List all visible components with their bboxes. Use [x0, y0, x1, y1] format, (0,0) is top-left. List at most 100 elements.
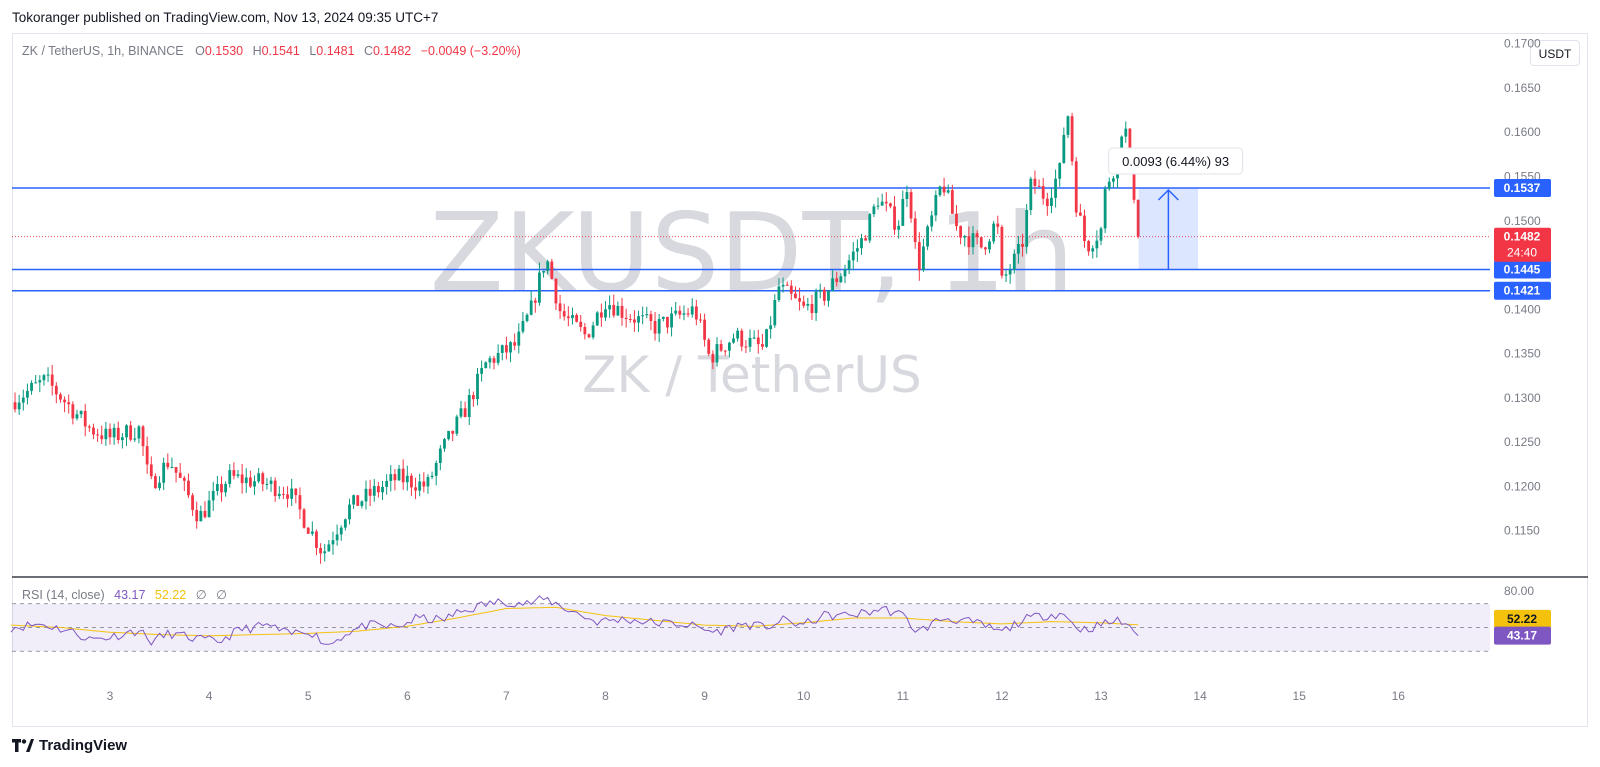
candle-body	[822, 289, 826, 301]
candle-body	[889, 203, 892, 207]
price-tick-label: 0.1350	[1504, 347, 1541, 361]
time-tick-label: 7	[503, 689, 510, 703]
candle-body	[897, 225, 901, 230]
candle-body	[455, 416, 459, 434]
candle-body	[550, 261, 554, 279]
candle-body	[327, 544, 331, 552]
currency-button[interactable]: USDT	[1530, 40, 1580, 66]
change-value: −0.0049 (−3.20%)	[420, 44, 521, 58]
candle-body	[831, 278, 835, 291]
rsi-ma-tag-bg	[1494, 609, 1551, 628]
candle-body	[129, 425, 133, 440]
candle-body	[298, 495, 302, 510]
candle-body	[950, 190, 954, 214]
level-price-tag-bg	[1494, 260, 1551, 279]
candle-body	[182, 477, 186, 481]
candle-body	[50, 374, 54, 386]
candle-body	[1083, 215, 1086, 242]
candle-body	[855, 248, 859, 252]
candle-body	[616, 305, 620, 316]
time-tick-label: 10	[797, 689, 811, 703]
symbol-title[interactable]: ZK / TetherUS, 1h, BINANCE	[22, 44, 184, 58]
tradingview-logo[interactable]: TradingView	[12, 737, 127, 754]
rsi-title[interactable]: RSI (14, close)	[22, 588, 105, 602]
candle-body	[145, 446, 149, 465]
candle-body	[546, 261, 550, 271]
low-label: L	[309, 44, 317, 58]
candle-body	[71, 404, 75, 419]
time-tick-label: 8	[602, 689, 609, 703]
candle-body	[438, 448, 442, 463]
candle-body	[905, 192, 909, 200]
candle-body	[261, 473, 265, 485]
candle-body	[583, 326, 587, 335]
candle-body	[818, 289, 822, 292]
candle-body	[752, 337, 756, 339]
candle-body	[505, 345, 508, 353]
candle-body	[789, 285, 793, 294]
candle-body	[599, 312, 603, 318]
candle-body	[967, 236, 971, 248]
candle-body	[42, 375, 46, 381]
candle-body	[529, 300, 533, 315]
candle-body	[422, 481, 426, 487]
candle-body	[769, 325, 773, 330]
candle-body	[397, 468, 401, 481]
candle-body	[1066, 116, 1070, 135]
time-tick-label: 14	[1193, 689, 1207, 703]
candle-body	[244, 477, 248, 484]
watermark-main: ZKUSDT, 1h	[430, 191, 1074, 316]
candle-body	[141, 426, 145, 447]
candle-body	[620, 305, 624, 318]
candle-body	[794, 293, 797, 299]
candle-body	[917, 242, 921, 271]
watermark: ZKUSDT, 1h ZK / TetherUS	[430, 191, 1074, 404]
chart-frame	[12, 33, 1588, 727]
candle-body	[649, 314, 653, 322]
high-label: H	[252, 44, 262, 58]
candle-body	[884, 201, 888, 204]
candle-body	[934, 195, 938, 216]
price-tags: 0.1537 0.1445 0.1421 0.1482 24:40 52.22 43.17	[1494, 179, 1551, 645]
candle-body	[727, 342, 731, 351]
candle-body	[220, 484, 223, 493]
candle-body	[166, 462, 170, 468]
candle-body	[459, 408, 463, 417]
candle-body	[591, 325, 595, 338]
candle-body	[471, 395, 475, 400]
candle-body	[538, 272, 541, 303]
candle-body	[628, 318, 632, 320]
candle-body	[294, 488, 298, 496]
candle-body	[376, 486, 380, 493]
candle-body	[868, 214, 872, 241]
measure-label-box	[1108, 147, 1244, 175]
candle-body	[1107, 181, 1111, 189]
last-price-tag-bg	[1494, 227, 1551, 262]
candle-body	[120, 437, 124, 441]
price-tick-label: 0.1200	[1504, 479, 1541, 493]
candle-body	[414, 487, 417, 491]
candle-body	[199, 510, 203, 522]
candle-body	[364, 488, 368, 502]
candle-body	[509, 342, 512, 353]
candle-body	[686, 313, 690, 315]
candle-body	[125, 425, 128, 438]
candle-body	[385, 480, 389, 487]
candle-body	[137, 426, 141, 439]
candle-body	[476, 373, 479, 400]
candle-body	[579, 321, 583, 327]
candle-body	[116, 427, 120, 441]
candle-body	[670, 313, 673, 328]
candle-body	[690, 306, 694, 315]
candle-body	[389, 474, 393, 481]
time-tick-label: 6	[404, 689, 411, 703]
candle-body	[1095, 240, 1099, 249]
candle-body	[286, 494, 289, 499]
candle-body	[1091, 248, 1095, 252]
measure-tool[interactable]: 0.0093 (6.44%) 93	[1108, 147, 1244, 270]
candle-body	[162, 462, 166, 483]
candle-body	[798, 298, 801, 302]
candle-body	[847, 260, 851, 270]
price-tick-label: 0.1500	[1504, 214, 1541, 228]
